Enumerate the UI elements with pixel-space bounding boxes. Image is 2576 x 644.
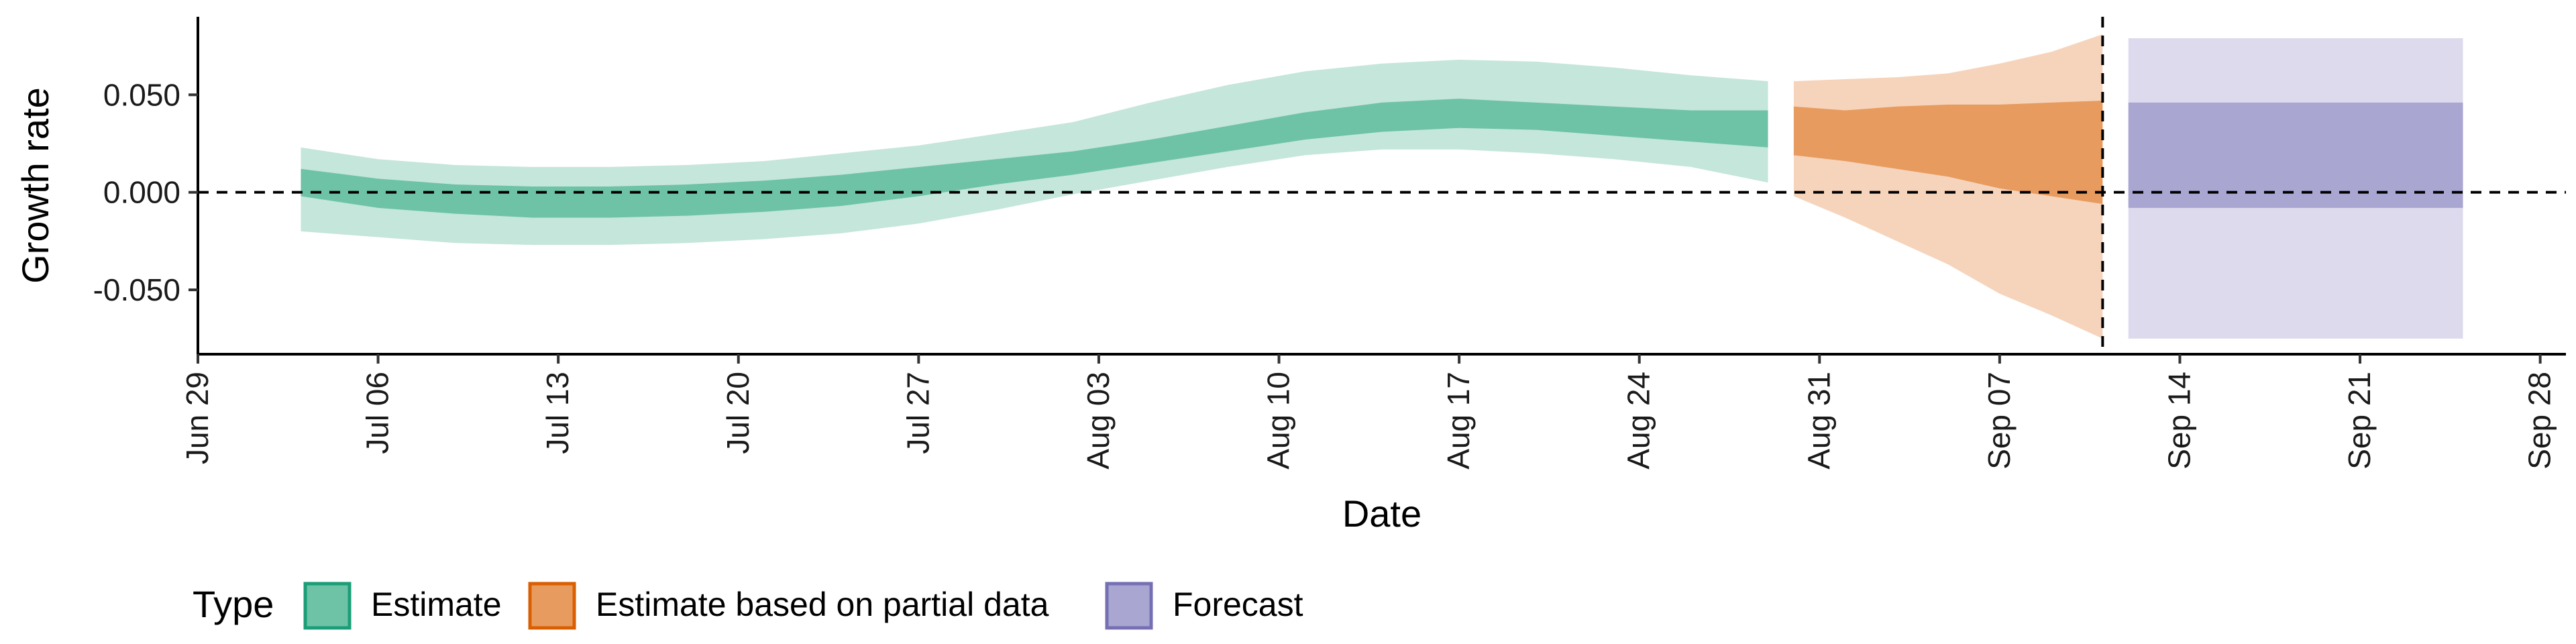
- legend-key-estimate: [303, 582, 352, 630]
- legend: Type Estimate Estimate based on partial da…: [193, 582, 1303, 630]
- legend-key-estimate-based-on-partial-data: [528, 582, 576, 630]
- x-tick-label: Sep 28: [2522, 372, 2557, 470]
- legend-label-forecast: Forecast: [1173, 586, 1303, 623]
- estimate-outer-band: [301, 59, 1768, 246]
- y-tick-label: 0.050: [103, 77, 180, 112]
- y-tick-label: 0.000: [103, 175, 180, 210]
- x-tick-label: Sep 14: [2161, 372, 2196, 470]
- x-tick-label: Aug 17: [1441, 372, 1476, 470]
- x-tick-label: Sep 21: [2342, 372, 2377, 470]
- x-tick-label: Aug 10: [1261, 372, 1296, 470]
- y-tick-label: -0.050: [93, 272, 180, 307]
- legend-title: Type: [193, 583, 274, 625]
- estimate-inner-band: [301, 99, 1768, 218]
- estimate-based-on-partial-data-inner-band: [1793, 101, 2103, 205]
- legend-label-estimate: Estimate: [371, 586, 502, 623]
- axes: -0.050 0.000 0.050 Jun 29 Jul 06 Jul 13 Jul 20…: [14, 17, 2566, 535]
- bands-layer: [301, 34, 2463, 339]
- x-tick-label: Jul 06: [360, 372, 395, 454]
- reference-lines: [198, 17, 2566, 354]
- x-tick-label: Aug 03: [1081, 372, 1116, 470]
- x-tick-label: Aug 31: [1801, 372, 1836, 470]
- forecast-inner-band: [2128, 102, 2463, 208]
- x-tick-label: Jul 27: [900, 372, 935, 454]
- legend-label-estimate-based-on-partial-data: Estimate based on partial data: [596, 586, 1049, 623]
- legend-key-forecast: [1105, 582, 1153, 630]
- x-tick-label: Sep 07: [1982, 372, 2017, 470]
- y-axis-title: Growth rate: [14, 87, 56, 284]
- x-axis-title: Date: [1342, 492, 1421, 535]
- x-tick-label: Jul 20: [720, 372, 755, 454]
- x-tick-label: Jun 29: [180, 372, 215, 464]
- x-tick-label: Jul 13: [540, 372, 575, 454]
- x-tick-label: Aug 24: [1621, 372, 1656, 470]
